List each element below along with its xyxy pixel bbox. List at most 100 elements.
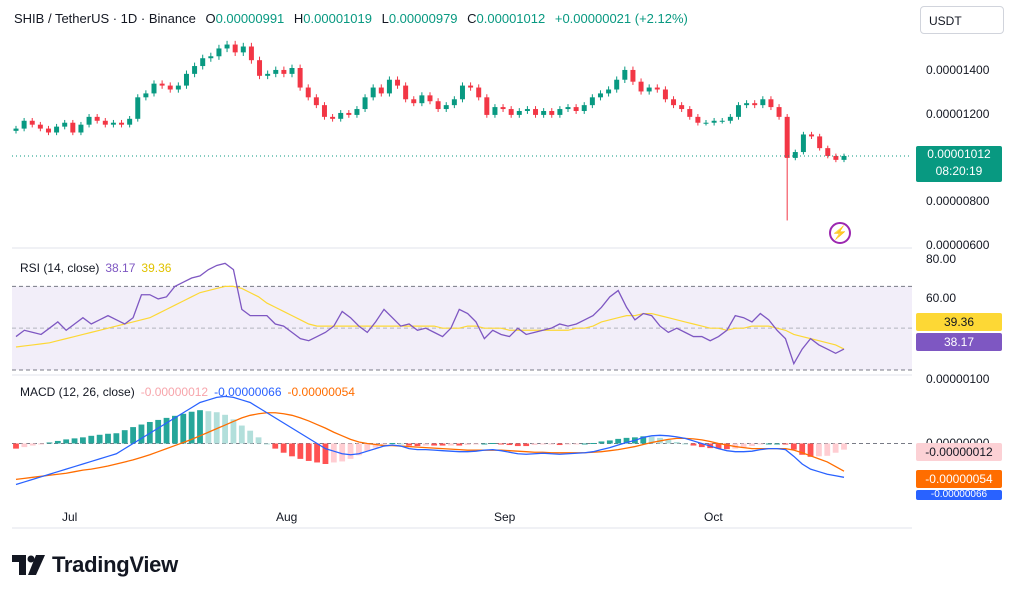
candle-body — [500, 107, 506, 110]
macd-histogram-bar — [782, 443, 789, 445]
candle-body — [305, 87, 311, 98]
macd-histogram-bar — [80, 437, 86, 444]
macd-histogram-bar — [548, 443, 555, 445]
candle-body — [338, 112, 344, 119]
candle-body — [557, 109, 563, 115]
candle-body — [313, 97, 319, 106]
candle-body — [581, 105, 587, 111]
price-axis-label: 0.00001400 — [926, 63, 990, 77]
symbol-label[interactable]: SHIB / TetherUS · 1D · Binance — [14, 11, 196, 26]
candle-body — [386, 79, 392, 94]
macd-histogram-bar — [473, 443, 479, 445]
candle-body — [13, 128, 19, 131]
macd-histogram-bar — [590, 442, 596, 444]
rsi-label[interactable]: RSI (14, close) — [20, 261, 100, 275]
candle-body — [78, 124, 84, 133]
macd-histogram-bar — [255, 437, 262, 444]
macd-histogram-bar — [138, 424, 145, 444]
macd-histogram-bar — [565, 443, 571, 445]
lightning-icon[interactable]: ⚡ — [829, 222, 851, 244]
candle-body — [127, 118, 133, 125]
open-value: 0.00000991 — [215, 11, 285, 26]
macd-label[interactable]: MACD (12, 26, close) — [20, 385, 135, 399]
candle-body — [110, 122, 116, 125]
candle-body — [719, 120, 725, 122]
macd-histogram-bar — [724, 443, 730, 450]
macd-histogram-bar — [280, 443, 287, 453]
macd-histogram-bar — [364, 443, 371, 452]
candle-body — [833, 155, 839, 160]
candle-body — [533, 109, 539, 115]
macd-histogram-bar — [197, 410, 203, 444]
macd-histogram-bar — [222, 414, 228, 444]
macd-histogram-bar — [96, 434, 103, 444]
candle-body — [200, 58, 206, 67]
macd-histogram-bar — [322, 443, 329, 464]
macd-histogram-bar — [247, 430, 254, 444]
candle-body — [573, 107, 579, 111]
macd-histogram-bar — [289, 443, 295, 457]
currency-button[interactable]: USDT — [920, 6, 1004, 34]
candle-body — [273, 69, 279, 74]
candle-body — [70, 122, 76, 133]
macd-histogram-bar — [372, 443, 379, 448]
time-axis-label: Sep — [494, 510, 516, 524]
macd-histogram-bar — [205, 411, 212, 444]
macd-histogram-bar — [213, 412, 220, 444]
last-price-value: 0.00001012 — [927, 147, 991, 161]
candle-body — [419, 95, 425, 104]
macd-histogram-bar — [615, 438, 622, 444]
price-axis-label: 0.00000600 — [926, 238, 990, 252]
macd-histogram-bar — [356, 443, 362, 456]
macd-histogram-bar — [121, 430, 128, 444]
macd-histogram-bar — [598, 441, 605, 444]
candle-body — [792, 152, 798, 158]
tradingview-logo[interactable]: TradingView — [12, 551, 178, 579]
time-axis-label: Aug — [276, 510, 298, 524]
macd-histogram-bar — [790, 443, 797, 450]
macd-histogram-bar — [506, 443, 513, 446]
macd-legend: MACD (12, 26, close) -0.00000012 -0.000000… — [20, 385, 361, 399]
macd-histogram-bar — [431, 443, 438, 446]
candle-body — [257, 60, 263, 76]
candle-body — [183, 73, 189, 86]
macd-histogram-bar — [264, 443, 270, 445]
change-value: +0.00000021 (+2.12%) — [554, 11, 688, 26]
macd-histogram-bar — [339, 443, 346, 462]
macd-histogram-bar — [514, 443, 521, 447]
candle-body — [297, 68, 303, 88]
rsi-value-tag: 38.17 — [916, 333, 1002, 351]
macd-histogram-bar — [749, 443, 755, 447]
candle-body — [565, 107, 571, 110]
candle-body — [330, 116, 336, 119]
rsi-ma-line — [15, 285, 845, 350]
candle-body — [443, 105, 449, 110]
candle-body — [614, 79, 620, 90]
macd-histogram-bar — [155, 419, 162, 444]
candle-body — [679, 105, 685, 110]
macd-histogram-bar — [272, 443, 279, 449]
candle-body — [841, 155, 847, 160]
macd-signal-value: -0.00000054 — [287, 385, 355, 399]
candle-body — [711, 120, 717, 123]
macd-histogram-bar — [556, 443, 563, 446]
macd-histogram-bar — [740, 443, 747, 448]
low-value: 0.00000979 — [388, 11, 458, 26]
macd-histogram-bar — [29, 443, 36, 446]
candle-body — [378, 87, 384, 94]
candle-body — [102, 120, 108, 125]
candle-body — [476, 87, 482, 98]
macd-line-tag: -0.00000066 — [916, 490, 1002, 500]
candle-body — [94, 116, 100, 121]
candle-body — [370, 87, 376, 98]
candle-body — [492, 107, 498, 115]
candle-body — [37, 124, 43, 129]
candle-body — [817, 136, 823, 149]
candle-body — [735, 105, 741, 117]
chart-area[interactable] — [12, 0, 912, 530]
candle-body — [662, 89, 668, 100]
chart-svg[interactable] — [12, 0, 912, 530]
candle-body — [703, 122, 709, 124]
candle-body — [630, 69, 636, 82]
candle-body — [435, 101, 441, 110]
